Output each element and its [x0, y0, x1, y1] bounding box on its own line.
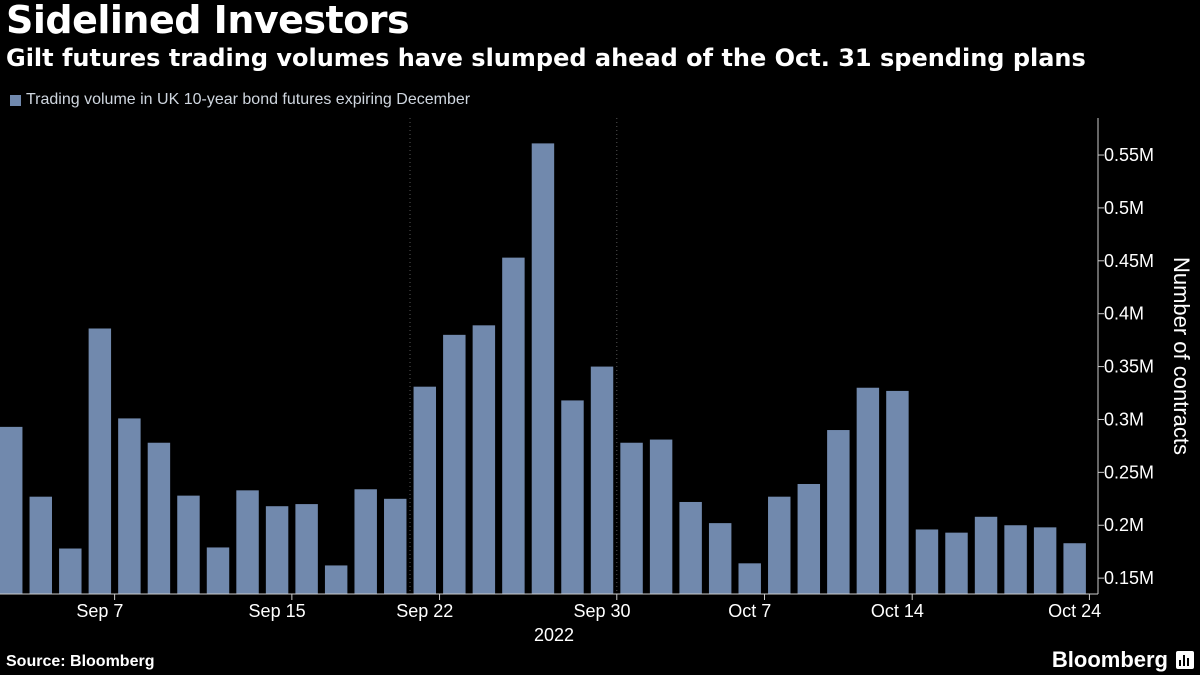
bar [177, 495, 200, 594]
x-tick-label: Sep 15 [249, 601, 306, 621]
chart-subtitle: Gilt futures trading volumes have slumpe… [6, 44, 1086, 72]
x-tick-label: Oct 14 [871, 601, 924, 621]
bar [324, 565, 348, 594]
y-tick-label: 0.55M [1104, 145, 1154, 165]
bar [206, 547, 230, 594]
bar [118, 418, 141, 594]
bar [827, 430, 850, 594]
bar [679, 501, 702, 594]
bar [561, 400, 584, 594]
x-tick-label: Sep 22 [396, 601, 453, 621]
bar [856, 387, 880, 594]
bar [649, 439, 673, 594]
x-axis-label: 2022 [534, 625, 574, 645]
bar [88, 328, 112, 594]
y-tick-label: 0.25M [1104, 462, 1154, 482]
bar [295, 504, 318, 594]
bar [708, 523, 732, 594]
bar [502, 257, 525, 594]
bar [443, 334, 466, 594]
y-tick-label: 0.5M [1104, 198, 1144, 218]
bar [354, 489, 377, 594]
bar [236, 490, 259, 594]
x-tick-label: Sep 7 [76, 601, 123, 621]
bloomberg-chart-icon [1176, 651, 1194, 669]
legend: Trading volume in UK 10-year bond future… [10, 91, 470, 109]
x-tick-label: Oct 7 [728, 601, 771, 621]
bar [265, 506, 289, 594]
y-tick-label: 0.3M [1104, 409, 1144, 429]
bar [147, 442, 171, 594]
bar [886, 390, 909, 594]
y-tick-label: 0.2M [1104, 515, 1144, 535]
bar [1004, 525, 1027, 594]
bar [29, 496, 52, 594]
bar [1063, 543, 1086, 594]
bar [620, 442, 643, 594]
bar [797, 483, 821, 594]
y-axis-label: Number of contracts [1169, 257, 1194, 455]
x-tick-label: Oct 24 [1048, 601, 1101, 621]
bar [384, 498, 407, 594]
bar [472, 325, 496, 594]
y-tick-label: 0.35M [1104, 357, 1154, 377]
x-tick-label: Sep 30 [573, 601, 630, 621]
bloomberg-logo: Bloomberg [1051, 647, 1168, 672]
bar [413, 386, 437, 594]
bar [531, 143, 555, 595]
legend-label: Trading volume in UK 10-year bond future… [26, 91, 471, 108]
chart-title: Sidelined Investors [6, 0, 410, 42]
bar [915, 529, 939, 594]
bar [0, 426, 23, 594]
bar [590, 366, 614, 594]
bar [768, 496, 791, 594]
y-tick-label: 0.15M [1104, 568, 1154, 588]
source-note: Source: Bloomberg [6, 653, 155, 670]
legend-swatch [10, 94, 21, 106]
bar [1033, 527, 1057, 594]
bar [974, 516, 998, 594]
bar [945, 532, 968, 594]
bar [738, 563, 761, 594]
bar [59, 548, 82, 594]
y-tick-label: 0.45M [1104, 251, 1154, 271]
y-tick-label: 0.4M [1104, 304, 1144, 324]
